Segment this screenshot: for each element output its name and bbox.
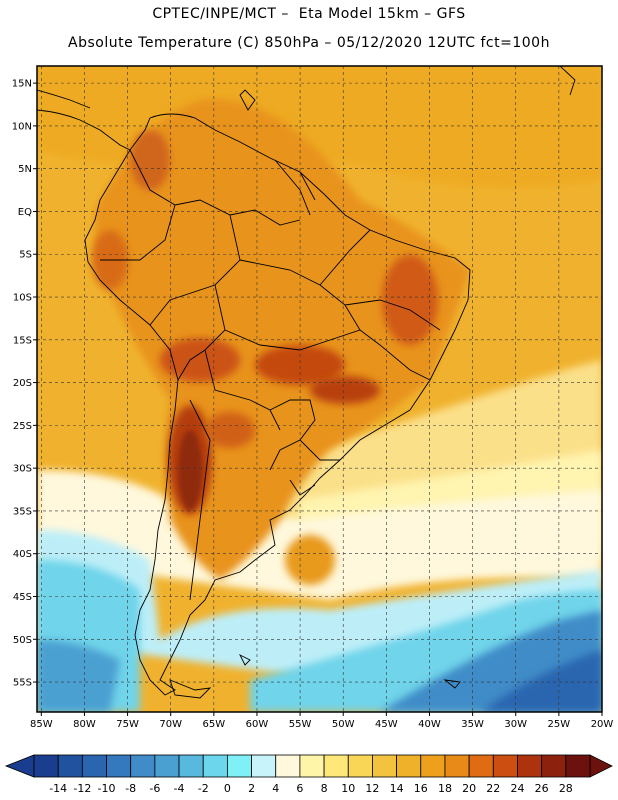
- colorbar-swatch: [372, 754, 398, 778]
- lat-label: 5N: [18, 164, 32, 175]
- lat-label: 50S: [13, 635, 32, 646]
- colorbar-label: -2: [198, 782, 209, 795]
- lat-label: 45S: [13, 592, 32, 603]
- colorbar-swatch: [420, 754, 446, 778]
- colorbar-swatch: [81, 754, 107, 778]
- colorbar-swatch: [275, 754, 301, 778]
- colorbar-swatch: [251, 754, 277, 778]
- lat-label: 10S: [13, 293, 32, 304]
- colorbar-swatch: [130, 754, 156, 778]
- lat-label: 10N: [12, 121, 32, 132]
- colorbar-swatch: [106, 754, 132, 778]
- lon-label: 75W: [116, 719, 139, 730]
- colorbar-label: 22: [486, 782, 500, 795]
- lon-label: 55W: [289, 719, 312, 730]
- lon-label: 85W: [30, 719, 53, 730]
- lat-label: 30S: [13, 464, 32, 475]
- colorbar-label: 6: [296, 782, 303, 795]
- colorbar-label: 26: [535, 782, 549, 795]
- colorbar-label: -4: [174, 782, 185, 795]
- lat-label: 25S: [13, 421, 32, 432]
- colorbar-label: 12: [365, 782, 379, 795]
- graticule: [37, 66, 602, 712]
- lon-label: 20W: [591, 719, 614, 730]
- lat-label: 20S: [13, 378, 32, 389]
- colorbar-swatch: [178, 754, 204, 778]
- colorbar-swatch: [202, 754, 228, 778]
- colorbar-label: -10: [98, 782, 116, 795]
- colorbar-label: 0: [224, 782, 231, 795]
- colorbar-arrow-high: [589, 754, 613, 778]
- colorbar-swatch: [444, 754, 470, 778]
- lat-label: EQ: [18, 207, 32, 218]
- colorbar: -14 -12 -10 -8 -6 -4 -2 0 2 4 6 8 10 12 14 16 18 20 22 24 26…: [4, 754, 613, 795]
- colorbar-swatch: [347, 754, 373, 778]
- colorbar-swatch: [541, 754, 567, 778]
- lon-label: 40W: [418, 719, 441, 730]
- axis-ticks: 15N 10N 5N EQ 5S 10S 15S 20S 25S 30S 35S 40S 45S 50S 5…: [12, 79, 614, 730]
- lon-label: 65W: [203, 719, 226, 730]
- lon-label: 60W: [246, 719, 269, 730]
- colorbar-arrow-low: [4, 754, 35, 778]
- map-frame: [36, 65, 603, 713]
- colorbar-swatch: [226, 754, 252, 778]
- colorbar-swatch: [33, 754, 59, 778]
- colorbar-label: 14: [390, 782, 404, 795]
- coastline-layer: [37, 66, 576, 699]
- lon-label: 80W: [73, 719, 96, 730]
- colorbar-label: 2: [248, 782, 255, 795]
- colorbar-swatch: [154, 754, 180, 778]
- colorbar-swatch: [468, 754, 494, 778]
- colorbar-label: 28: [559, 782, 573, 795]
- colorbar-swatch: [323, 754, 349, 778]
- colorbar-label: -14: [49, 782, 67, 795]
- colorbar-label: -8: [125, 782, 136, 795]
- colorbar-label: 8: [321, 782, 328, 795]
- lon-label: 70W: [159, 719, 182, 730]
- colorbar-swatch: [396, 754, 422, 778]
- lat-label: 35S: [13, 506, 32, 517]
- colorbar-swatch: [492, 754, 518, 778]
- title-line-2: Absolute Temperature (C) 850hPa – 05/12/…: [68, 35, 550, 51]
- lon-label: 45W: [375, 719, 398, 730]
- lat-label: 15S: [13, 335, 32, 346]
- colorbar-swatch: [565, 754, 591, 778]
- lat-label: 5S: [19, 250, 32, 261]
- colorbar-swatch: [299, 754, 325, 778]
- colorbar-label: 18: [438, 782, 452, 795]
- lon-label: 25W: [548, 719, 571, 730]
- lon-label: 50W: [332, 719, 355, 730]
- lat-label: 15N: [12, 79, 32, 90]
- colorbar-label: 10: [341, 782, 355, 795]
- colorbar-label: 16: [414, 782, 428, 795]
- lon-label: 35W: [461, 719, 484, 730]
- colorbar-swatch: [517, 754, 543, 778]
- colorbar-label: 4: [272, 782, 279, 795]
- lat-label: 40S: [13, 549, 32, 560]
- colorbar-label: -6: [149, 782, 160, 795]
- title-line-1: CPTEC/INPE/MCT – Eta Model 15km – GFS: [152, 6, 466, 22]
- colorbar-label: -12: [73, 782, 91, 795]
- lat-label: 55S: [13, 678, 32, 689]
- colorbar-label: 24: [510, 782, 524, 795]
- colorbar-label: 20: [462, 782, 476, 795]
- colorbar-swatch: [57, 754, 83, 778]
- lon-label: 30W: [504, 719, 527, 730]
